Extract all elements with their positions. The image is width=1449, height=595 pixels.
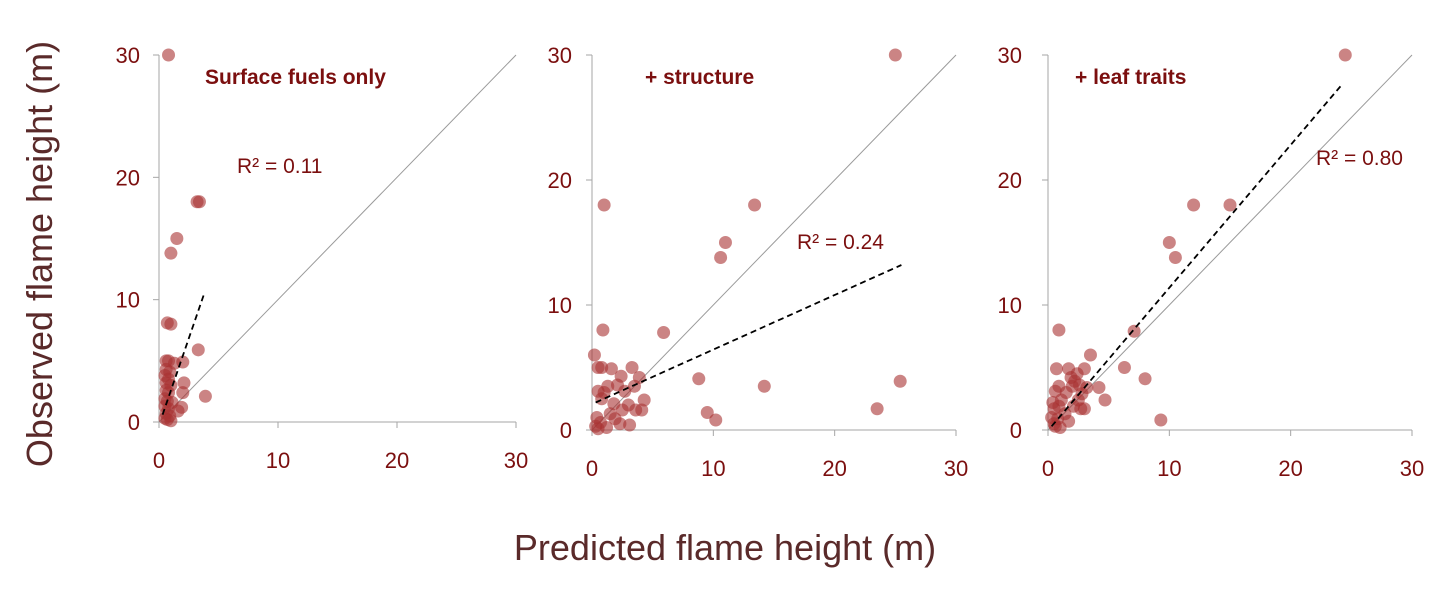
data-point [1053, 421, 1067, 434]
y-tick-label: 10 [116, 288, 140, 313]
fit-line [1050, 84, 1343, 427]
data-point [613, 417, 627, 431]
x-tick-label: 0 [1042, 456, 1054, 481]
panel-title: + structure [645, 66, 754, 89]
data-point [1092, 381, 1106, 394]
data-point [627, 379, 641, 393]
data-point [164, 414, 178, 428]
data-point [637, 393, 651, 407]
y-tick-label: 30 [998, 43, 1022, 68]
data-point [177, 376, 191, 390]
x-tick-label: 10 [701, 456, 725, 481]
data-point [1223, 198, 1237, 212]
data-point [192, 195, 206, 209]
panels: 0 10 20 30 0 10 20 30 Surface fuels only R² = 0.1… [116, 43, 1425, 481]
x-tick-label: 30 [504, 448, 528, 473]
data-point [1049, 362, 1063, 376]
data-point [700, 406, 714, 419]
data-point [191, 343, 205, 357]
data-point [635, 403, 649, 417]
one-to-one-line [591, 54, 957, 431]
data-point [597, 198, 611, 212]
data-point [748, 198, 762, 212]
data-point [1154, 413, 1168, 427]
y-tick-label: 20 [116, 165, 140, 190]
data-point [1127, 324, 1141, 338]
y-axis-title: Observed flame height (m) [19, 41, 60, 467]
data-point [595, 361, 609, 374]
data-point [870, 402, 884, 416]
r-squared-label: R² = 0.11 [237, 155, 322, 178]
x-tick-label: 10 [266, 448, 290, 473]
panel-2: 0 10 20 30 0 10 20 30 + structure R² = 0.24 [548, 43, 969, 481]
y-tick-label: 20 [998, 168, 1022, 193]
x-axis-title: Predicted flame height (m) [514, 527, 936, 568]
panel-1: 0 10 20 30 0 10 20 30 Surface fuels only R² = 0.1… [116, 43, 529, 473]
x-tick-label: 30 [944, 456, 968, 481]
data-point [625, 361, 639, 374]
data-point [615, 403, 629, 417]
one-to-one-line [158, 54, 517, 423]
one-to-one-line [1047, 54, 1413, 431]
y-tick-label: 0 [1010, 418, 1022, 443]
x-tick-label: 20 [385, 448, 409, 473]
data-point [1098, 393, 1112, 407]
y-tick-label: 20 [548, 168, 572, 193]
data-point [657, 326, 671, 339]
panel-title: Surface fuels only [205, 66, 386, 89]
y-tick-label: 0 [560, 418, 572, 443]
data-point [709, 413, 723, 427]
data-point [1117, 361, 1131, 374]
data-point [1052, 323, 1066, 337]
x-tick-label: 0 [153, 448, 165, 473]
data-point [1168, 251, 1182, 264]
data-point [591, 422, 605, 436]
data-point [1077, 402, 1091, 416]
data-point [604, 362, 618, 376]
data-point [757, 379, 771, 393]
panel-3: 0 10 20 30 0 10 20 30 + leaf traits R² = 0.80 [998, 43, 1425, 481]
data-point [170, 232, 184, 245]
y-tick-label: 10 [998, 293, 1022, 318]
data-point [1138, 372, 1152, 386]
x-tick-label: 20 [822, 456, 846, 481]
data-point [1187, 198, 1201, 212]
panel-title: + leaf traits [1075, 66, 1186, 89]
data-point [718, 236, 732, 249]
data-point [198, 389, 212, 403]
data-point [714, 251, 728, 264]
y-tick-label: 30 [548, 43, 572, 68]
data-point [888, 48, 902, 62]
data-point [596, 323, 610, 337]
data-point [623, 418, 637, 432]
data-point [164, 246, 178, 260]
data-point [176, 386, 190, 400]
y-tick-label: 10 [548, 293, 572, 318]
data-point [1338, 48, 1352, 62]
y-tick-label: 0 [128, 410, 140, 435]
data-point [1162, 236, 1176, 249]
x-tick-label: 20 [1278, 456, 1302, 481]
y-tick-label: 30 [116, 43, 140, 68]
x-tick-label: 0 [586, 456, 598, 481]
x-tick-label: 10 [1157, 456, 1181, 481]
data-point [618, 384, 632, 398]
x-tick-label: 30 [1400, 456, 1424, 481]
data-point [1083, 348, 1097, 362]
data-point [893, 374, 907, 388]
data-point [587, 348, 601, 362]
fit-line [161, 293, 206, 415]
r-squared-label: R² = 0.80 [1316, 147, 1403, 170]
data-point [692, 372, 706, 386]
data-point [162, 48, 176, 62]
r-squared-label: R² = 0.24 [797, 231, 884, 254]
data-point [595, 392, 609, 406]
data-point [164, 317, 178, 331]
fit-line [595, 264, 902, 404]
